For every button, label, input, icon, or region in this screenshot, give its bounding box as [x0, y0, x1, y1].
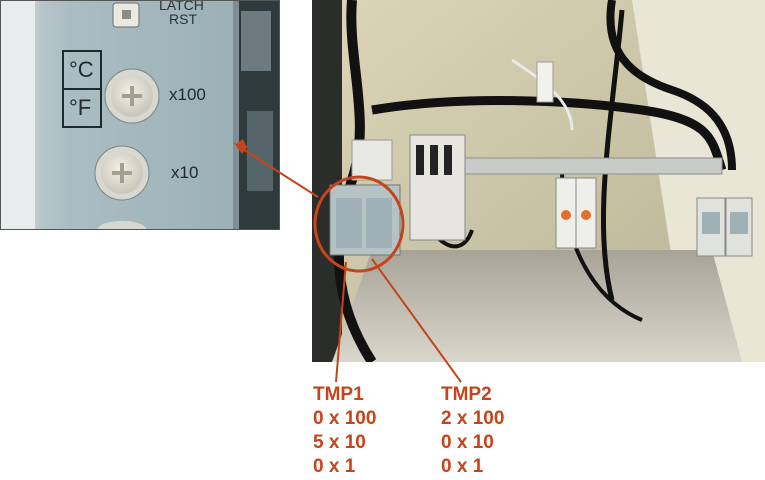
x100-dial-label: x100 — [169, 85, 206, 104]
tmp2-pointer-line — [371, 258, 462, 383]
tmp1-pointer-line — [335, 261, 347, 383]
fahrenheit-label: °F — [69, 95, 92, 120]
tmp2-x1: 0 x 1 — [441, 456, 484, 477]
tmp1-x100: 0 x 100 — [313, 408, 377, 429]
celsius-label: °C — [69, 57, 94, 82]
cabinet-drawing — [312, 0, 765, 362]
zoomed-dial-drawing — [1, 1, 279, 229]
callout-arrowhead-icon — [234, 143, 248, 154]
callout-arrow — [237, 145, 319, 198]
tmp1-x10: 5 x 10 — [313, 432, 366, 453]
tmp2-x10: 0 x 10 — [441, 432, 494, 453]
x10-dial-label: x10 — [171, 163, 199, 182]
latch-label: LATCH — [159, 0, 204, 13]
tmp2-title: TMP2 — [441, 384, 492, 405]
zoomed-dial-photo: LATCH RST °C °F x100 x10 — [0, 0, 280, 230]
rst-label: RST — [169, 11, 197, 27]
tmp1-title: TMP1 — [313, 384, 364, 405]
tmp1-x1: 0 x 1 — [313, 456, 356, 477]
callout-circle — [313, 175, 405, 273]
cabinet-photo — [312, 0, 765, 362]
tmp2-x100: 2 x 100 — [441, 408, 505, 429]
